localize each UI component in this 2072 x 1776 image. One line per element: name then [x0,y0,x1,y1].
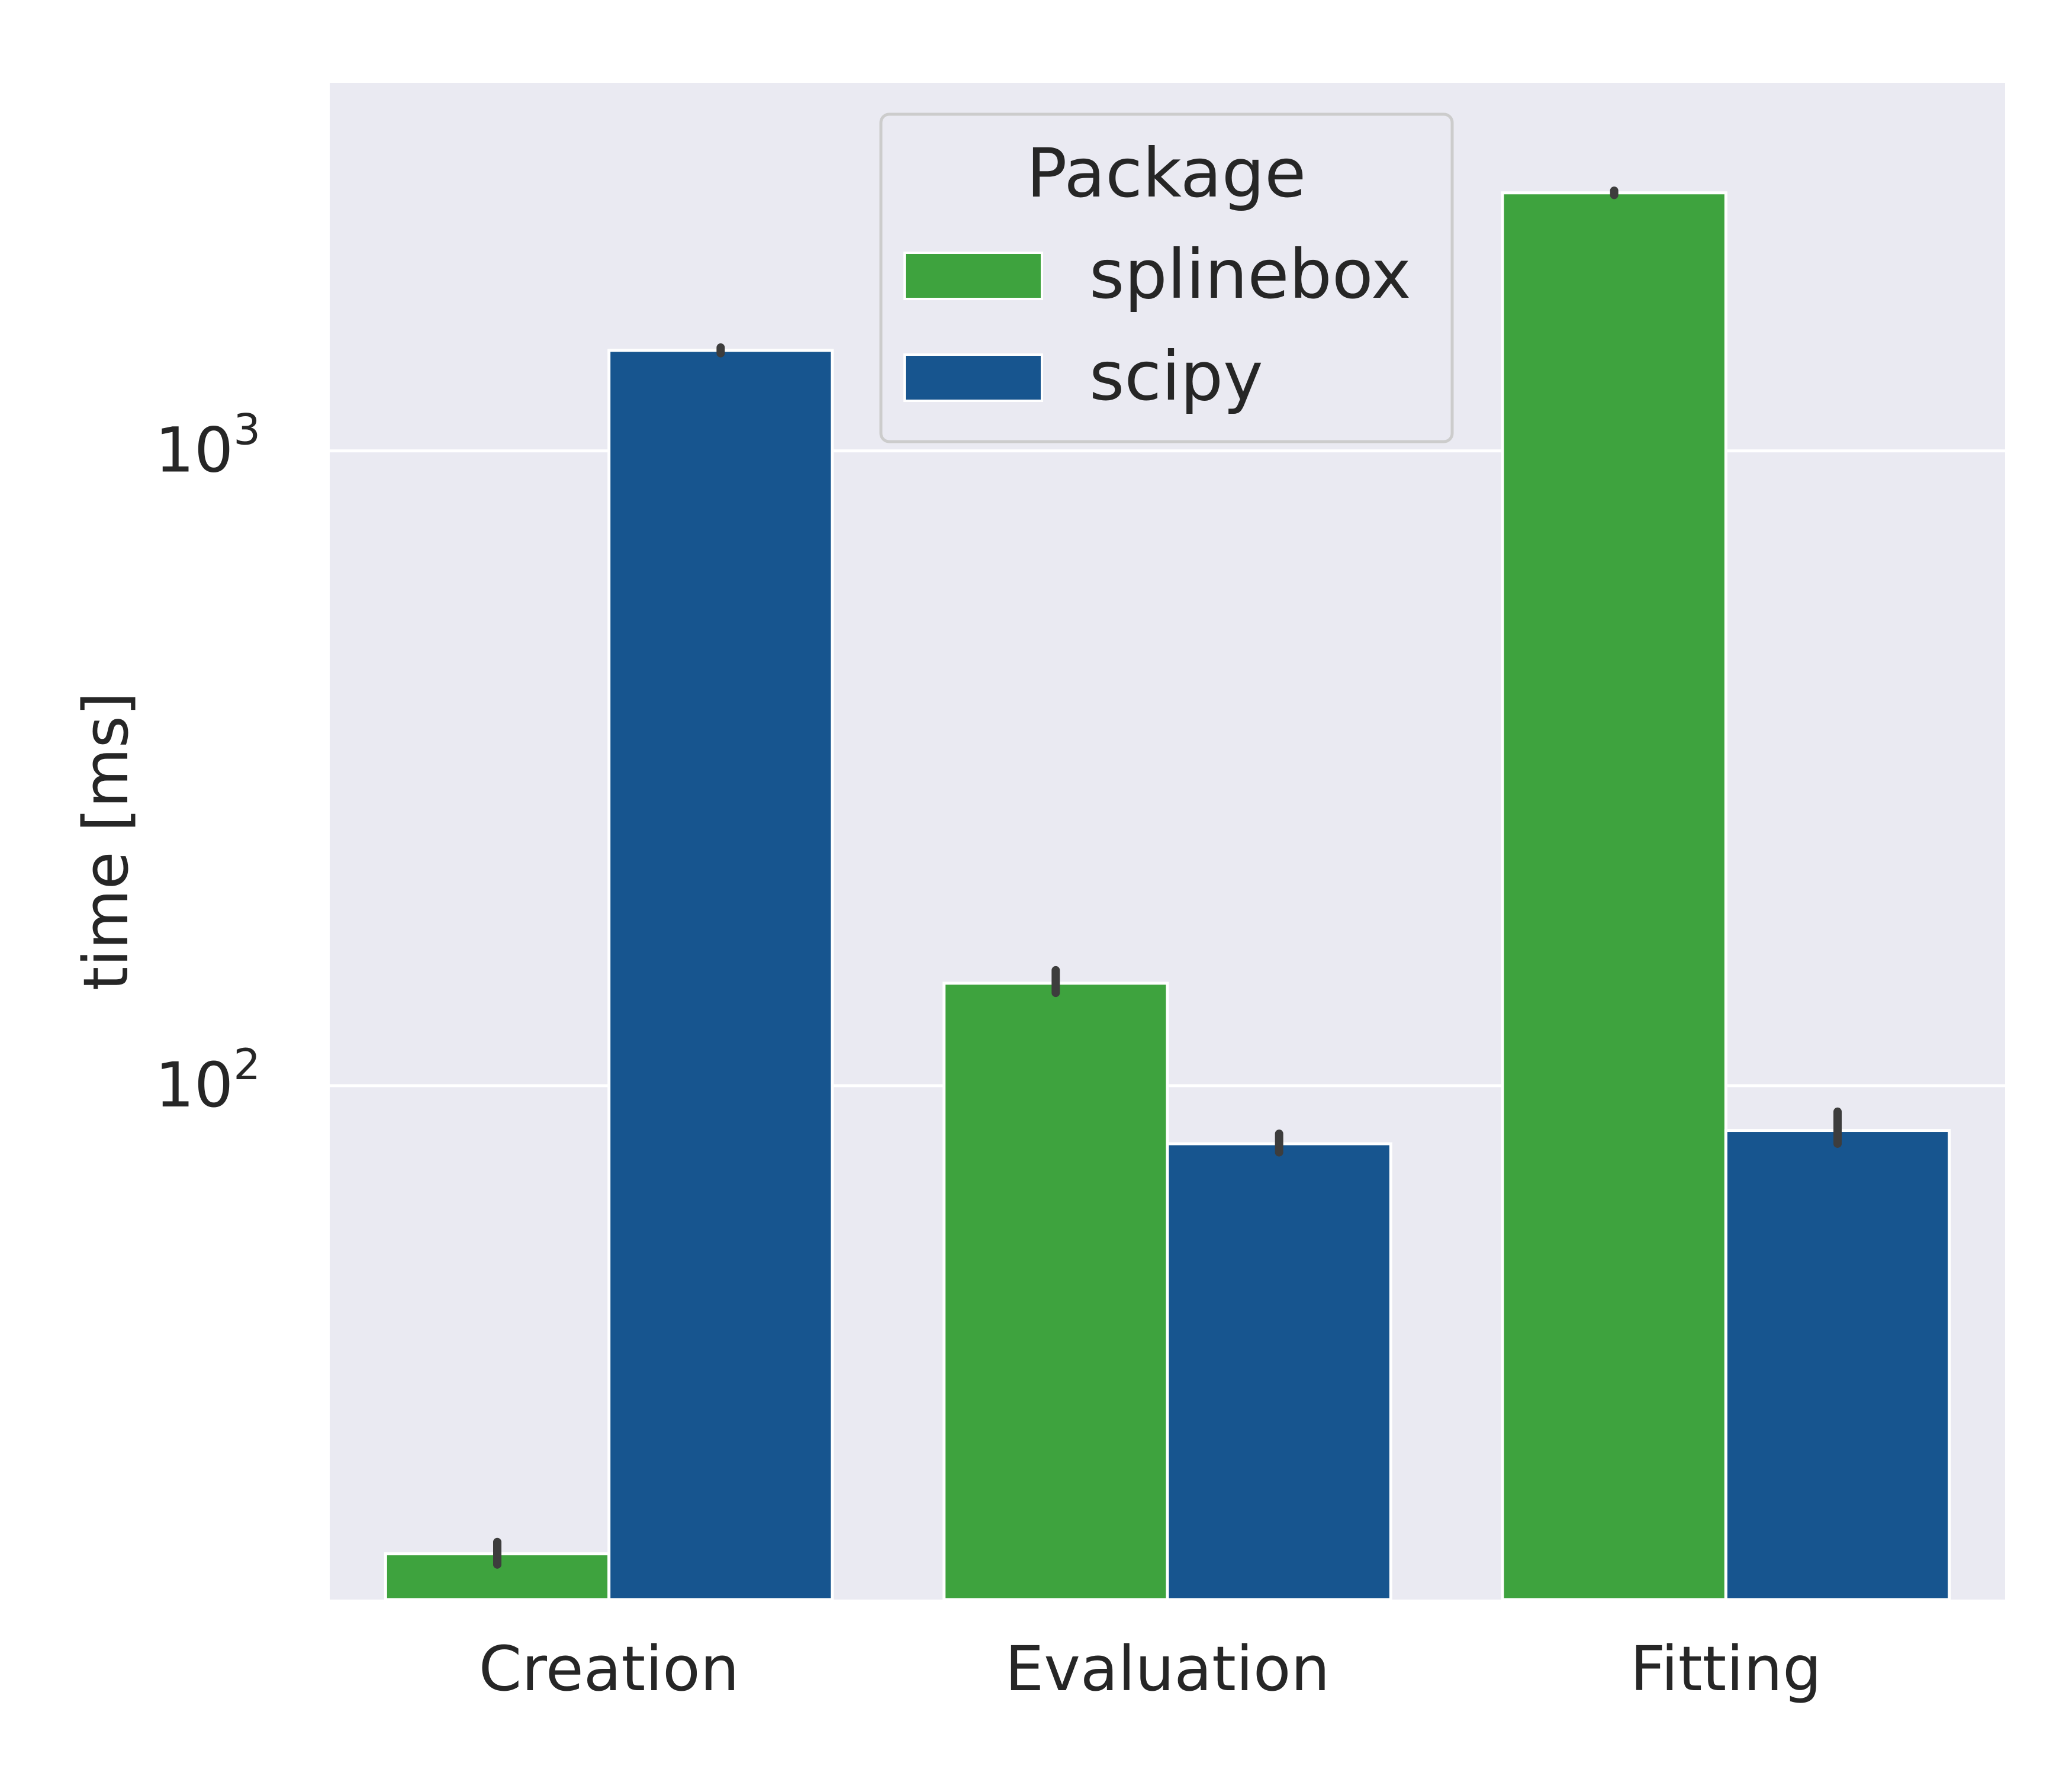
y-axis-label: time [ms] [70,692,142,991]
bar-scipy-fitting [1724,1129,1951,1601]
y-tick-label: 103 [155,405,260,487]
bar-scipy-creation [607,349,834,1601]
bar-splinebox-evaluation [942,982,1169,1601]
x-tick-label: Fitting [1630,1633,1822,1705]
legend-swatch-splinebox [903,252,1043,300]
y-tick-label: 102 [155,1040,260,1121]
x-tick-label: Evaluation [1005,1633,1330,1705]
y-axis: 102 103 [155,405,260,1121]
bars [384,191,1951,1601]
legend-swatch-scipy [903,353,1043,402]
x-axis: Creation Evaluation Fitting [479,1633,1822,1705]
bar-splinebox-fitting [1501,191,1727,1601]
legend: Package splinebox scipy [879,112,1454,443]
x-tick-label: Creation [479,1633,739,1705]
bar-scipy-evaluation [1166,1142,1392,1601]
error-bars [493,186,1842,1569]
legend-title: Package [1027,134,1307,213]
legend-label-splinebox: splinebox [1089,235,1411,314]
legend-label-scipy: scipy [1089,337,1263,416]
